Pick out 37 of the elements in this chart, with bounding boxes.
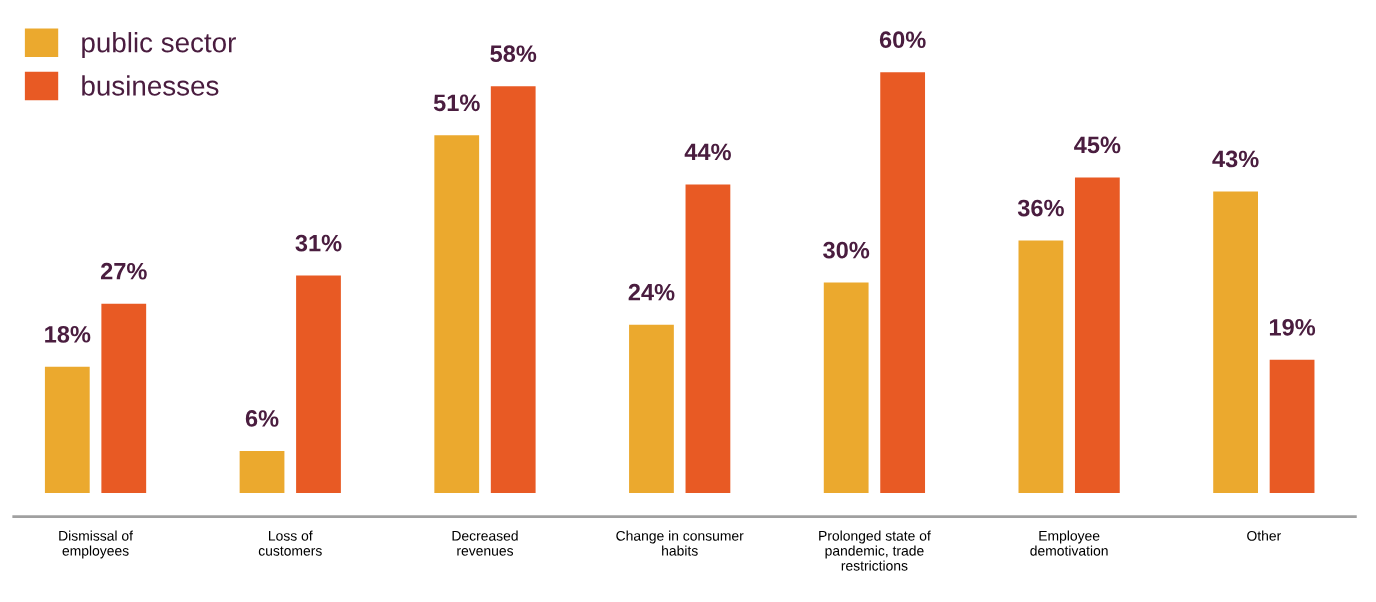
data-label: 60% [879,31,926,49]
bar [880,72,926,494]
data-label: 19% [1269,318,1316,336]
data-label: 6% [245,410,279,427]
bar [1018,240,1064,494]
data-label: 30% [823,241,870,259]
bar [1074,177,1120,494]
bar [434,135,480,494]
bar [239,450,285,494]
data-label: 36% [1017,199,1064,217]
data-label: 44% [684,143,731,161]
legend-label: businesses [82,75,219,96]
data-label: 24% [628,283,675,301]
x-tick-label: Other [1247,530,1281,541]
data-label: 18% [45,325,91,343]
bar [1213,191,1258,494]
x-tick-label: Decreased revenues [452,530,518,556]
bar [490,86,536,494]
bar [296,275,341,494]
x-tick-label: Employee demotivation [1030,530,1108,556]
data-label: 27% [100,262,147,280]
bar [629,324,674,494]
data-label: 51% [433,94,480,112]
x-tick-label: Prolonged state of pandemic, trade restrictions [819,530,931,571]
legend-label: public sector [82,32,236,58]
bar [44,366,90,494]
data-label: 58% [490,45,537,63]
x-tick-label: Change in consumer habits [616,530,744,556]
data-label: 45% [1074,136,1121,154]
x-tick-label: Dismissal of employees [59,530,133,559]
x-tick-label: Loss of customers [258,530,322,556]
data-label: 43% [1212,150,1259,168]
bar [685,184,731,494]
bar [1269,359,1315,494]
bar [101,303,147,494]
data-label: 31% [295,234,342,252]
bar [823,282,869,494]
